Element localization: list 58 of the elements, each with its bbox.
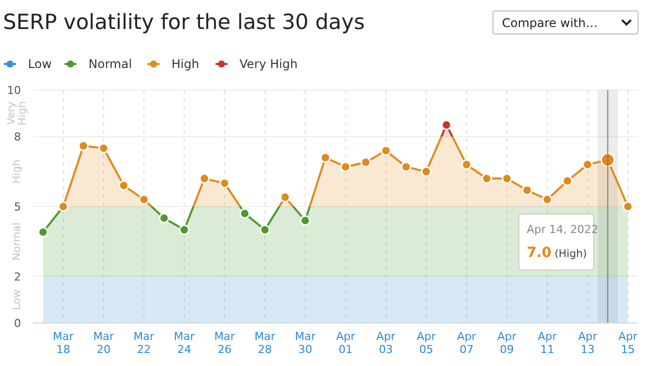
x-tick-label: Mar 18 <box>52 330 74 356</box>
point <box>441 120 452 130</box>
x-tick-label: Mar 20 <box>93 330 114 356</box>
x-tick-label: Apr 09 <box>497 330 517 356</box>
band-label: Very High <box>6 101 28 126</box>
point <box>622 201 634 212</box>
point <box>118 180 129 191</box>
x-tick-label: Apr 11 <box>538 330 558 356</box>
band-label: Normal <box>11 222 23 260</box>
y-tick-label: 5 <box>14 200 21 214</box>
point <box>58 201 68 212</box>
text: Compare with… <box>502 16 598 30</box>
y-tick-label: 2 <box>14 270 21 284</box>
point <box>421 166 432 177</box>
point <box>320 152 331 163</box>
point <box>380 145 392 156</box>
point <box>38 226 48 238</box>
point <box>138 194 150 205</box>
point <box>98 143 109 154</box>
point <box>502 173 512 184</box>
point <box>461 159 472 170</box>
point <box>280 192 290 202</box>
band-label: Low <box>11 288 23 310</box>
text: Very High <box>240 57 298 71</box>
x-tick-label: Mar 26 <box>214 330 236 356</box>
point <box>78 140 89 152</box>
x-tick-label: Mar 30 <box>294 330 316 356</box>
point <box>199 173 210 184</box>
point <box>158 212 170 224</box>
point <box>482 173 492 184</box>
band-label: High <box>11 159 23 184</box>
x-tick-label: Mar 28 <box>254 330 276 356</box>
y-tick-label: 0 <box>14 317 21 330</box>
x-tick-label: Apr 13 <box>578 330 598 356</box>
point <box>219 178 230 188</box>
y-tick-label: 8 <box>14 130 21 144</box>
y-tick-label: 10 <box>7 84 21 97</box>
point <box>300 215 310 226</box>
point <box>400 162 412 172</box>
point <box>562 176 573 186</box>
x-tick-label: Mar 22 <box>134 330 155 356</box>
text: High <box>172 57 200 71</box>
point <box>260 224 270 236</box>
text: Low <box>28 57 52 71</box>
x-tick-label: Mar 24 <box>174 330 196 356</box>
point <box>582 159 593 170</box>
point <box>542 194 552 205</box>
x-tick-label: Apr 07 <box>457 330 477 356</box>
x-tick-label: Apr 15 <box>618 330 638 356</box>
text: Normal <box>88 57 132 71</box>
x-tick-label: Apr 05 <box>416 330 436 356</box>
chart-title: SERP volatility for the last 30 days <box>3 10 365 34</box>
x-tick-label: Apr 01 <box>336 330 356 356</box>
point <box>240 208 250 219</box>
point <box>340 162 351 172</box>
annotation: Apr 14, 2022 7.0 (High) <box>526 223 598 261</box>
x-tick-label: Apr 03 <box>376 330 396 356</box>
point <box>179 224 190 236</box>
